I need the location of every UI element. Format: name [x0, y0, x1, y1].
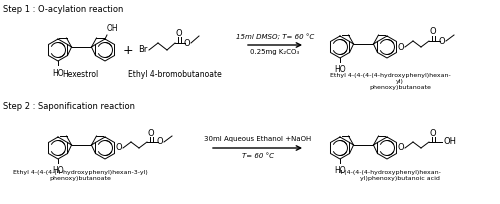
- Text: O: O: [430, 129, 436, 137]
- Text: Step 2 : Saponification reaction: Step 2 : Saponification reaction: [3, 102, 135, 111]
- Text: 15ml DMSO; T= 60 °C: 15ml DMSO; T= 60 °C: [236, 34, 314, 40]
- Text: O: O: [176, 29, 182, 38]
- Text: 30ml Aqueous Ethanol +NaOH: 30ml Aqueous Ethanol +NaOH: [204, 136, 311, 142]
- Text: O: O: [398, 143, 404, 153]
- Text: Hexestrol: Hexestrol: [62, 70, 98, 79]
- Text: O: O: [148, 129, 154, 137]
- Text: O: O: [430, 28, 436, 37]
- Text: Ethyl 4-bromobutanoate: Ethyl 4-bromobutanoate: [128, 70, 222, 79]
- Text: phenoxy)butanoate: phenoxy)butanoate: [49, 176, 111, 181]
- Text: O: O: [398, 42, 404, 51]
- Text: yl): yl): [396, 79, 404, 84]
- Text: OH: OH: [444, 137, 457, 146]
- Text: O: O: [438, 37, 446, 45]
- Text: T= 60 °C: T= 60 °C: [242, 153, 274, 159]
- Text: O: O: [156, 137, 164, 146]
- Text: HO: HO: [52, 166, 64, 175]
- Text: Br: Br: [138, 45, 147, 54]
- Text: O: O: [184, 39, 190, 48]
- Text: 4-(4-(4-(4-hydroxyphenyl)hexan-: 4-(4-(4-(4-hydroxyphenyl)hexan-: [338, 170, 442, 175]
- Text: HO: HO: [334, 65, 346, 74]
- Text: HO: HO: [52, 69, 64, 78]
- Text: +: +: [122, 43, 134, 57]
- Text: phenoxy)butanoate: phenoxy)butanoate: [369, 85, 431, 90]
- Text: Step 1 : O-acylation reaction: Step 1 : O-acylation reaction: [3, 5, 124, 14]
- Text: OH: OH: [107, 24, 118, 33]
- Text: Ethyl 4-(4-(4-(4-hydroxyphenyl)hexan-3-yl): Ethyl 4-(4-(4-(4-hydroxyphenyl)hexan-3-y…: [12, 170, 147, 175]
- Text: HO: HO: [334, 166, 346, 175]
- Text: yl)phenoxy)butanoic acid: yl)phenoxy)butanoic acid: [360, 176, 440, 181]
- Text: Ethyl 4-(4-(4-(4-hydroxyphenyl)hexan-: Ethyl 4-(4-(4-(4-hydroxyphenyl)hexan-: [330, 73, 450, 78]
- Text: O: O: [116, 143, 122, 153]
- Text: 0.25mg K₂CO₃: 0.25mg K₂CO₃: [250, 49, 300, 55]
